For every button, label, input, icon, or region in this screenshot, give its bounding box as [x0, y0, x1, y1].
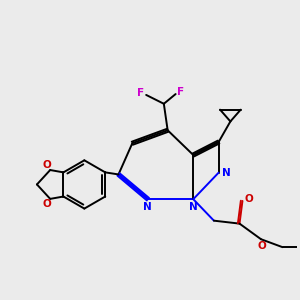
Text: O: O: [42, 199, 51, 209]
Text: N: N: [143, 202, 152, 212]
Text: N: N: [223, 168, 231, 178]
Text: F: F: [137, 88, 144, 98]
Text: O: O: [245, 194, 254, 205]
Text: O: O: [42, 160, 51, 170]
Text: O: O: [257, 241, 266, 251]
Text: F: F: [177, 87, 184, 97]
Text: N: N: [190, 202, 198, 212]
